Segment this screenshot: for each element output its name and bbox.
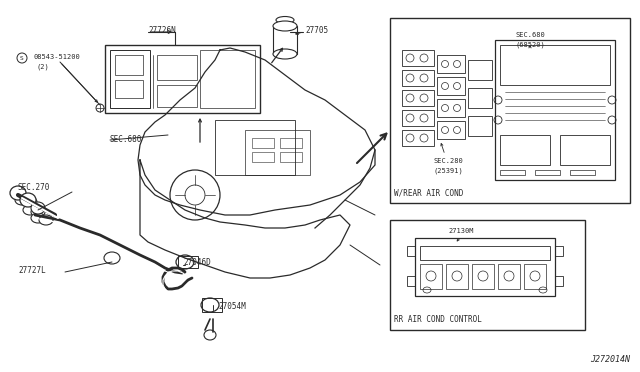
Bar <box>200 50 255 108</box>
Text: (68520): (68520) <box>515 42 545 48</box>
Ellipse shape <box>23 197 37 207</box>
Text: (2): (2) <box>36 63 49 70</box>
Bar <box>468 116 492 136</box>
Text: RR AIR COND CONTROL: RR AIR COND CONTROL <box>394 315 482 324</box>
Bar <box>252 152 274 162</box>
Bar <box>390 220 585 330</box>
Bar <box>402 70 434 86</box>
Text: J272014N: J272014N <box>590 355 630 364</box>
Ellipse shape <box>17 53 27 63</box>
Bar <box>407 276 415 286</box>
Ellipse shape <box>39 215 53 225</box>
Bar <box>437 99 465 117</box>
Bar <box>500 170 525 175</box>
Bar <box>390 18 630 203</box>
Ellipse shape <box>15 195 29 205</box>
Bar <box>110 50 150 108</box>
Bar <box>560 135 610 165</box>
Ellipse shape <box>201 298 219 312</box>
Bar <box>468 88 492 108</box>
Text: SEC.280: SEC.280 <box>433 158 463 164</box>
Bar <box>437 55 465 73</box>
Ellipse shape <box>273 49 297 59</box>
Ellipse shape <box>176 255 194 269</box>
Bar <box>415 238 555 296</box>
Bar <box>437 77 465 95</box>
Bar <box>570 170 595 175</box>
Bar <box>280 152 302 162</box>
Bar <box>535 170 560 175</box>
Bar <box>498 264 520 289</box>
Ellipse shape <box>31 207 45 217</box>
Text: S: S <box>20 55 24 61</box>
Bar <box>402 130 434 146</box>
Bar <box>273 26 297 54</box>
Text: SEC.270: SEC.270 <box>18 183 51 192</box>
Bar <box>500 135 550 165</box>
Text: 27054M: 27054M <box>218 302 246 311</box>
Bar <box>524 264 546 289</box>
Bar <box>407 246 415 256</box>
Bar <box>157 85 197 107</box>
Ellipse shape <box>31 202 45 214</box>
Bar <box>280 138 302 148</box>
Bar <box>468 60 492 80</box>
Text: (25391): (25391) <box>433 168 463 174</box>
Text: 27046D: 27046D <box>183 258 211 267</box>
Text: 08543-51200: 08543-51200 <box>33 54 80 60</box>
Ellipse shape <box>23 205 37 215</box>
Bar <box>437 121 465 139</box>
Bar <box>105 45 260 113</box>
Bar <box>555 246 563 256</box>
Text: W/REAR AIR COND: W/REAR AIR COND <box>394 188 463 197</box>
Ellipse shape <box>10 186 26 200</box>
Ellipse shape <box>273 21 297 31</box>
Bar <box>252 138 274 148</box>
Ellipse shape <box>31 213 45 223</box>
Bar <box>420 264 442 289</box>
Text: 27726N: 27726N <box>148 26 176 35</box>
Ellipse shape <box>104 252 120 264</box>
Ellipse shape <box>276 16 294 23</box>
Bar <box>402 90 434 106</box>
Bar <box>555 276 563 286</box>
Bar <box>446 264 468 289</box>
Bar <box>157 55 197 80</box>
Bar <box>215 120 295 175</box>
Bar <box>115 80 143 98</box>
Ellipse shape <box>20 193 36 207</box>
Bar <box>420 246 550 260</box>
Bar <box>500 45 610 85</box>
Bar <box>402 110 434 126</box>
Bar <box>202 298 222 312</box>
Bar <box>178 256 198 268</box>
Bar <box>402 50 434 66</box>
Text: 27705: 27705 <box>305 26 328 35</box>
Text: 27727L: 27727L <box>18 266 45 275</box>
Text: 27130M: 27130M <box>448 228 474 234</box>
Text: SEC.680: SEC.680 <box>515 32 545 38</box>
Bar <box>115 55 143 75</box>
Text: SEC.680: SEC.680 <box>110 135 142 144</box>
Bar <box>472 264 494 289</box>
Bar <box>495 40 615 180</box>
Ellipse shape <box>204 330 216 340</box>
Bar <box>245 130 310 175</box>
